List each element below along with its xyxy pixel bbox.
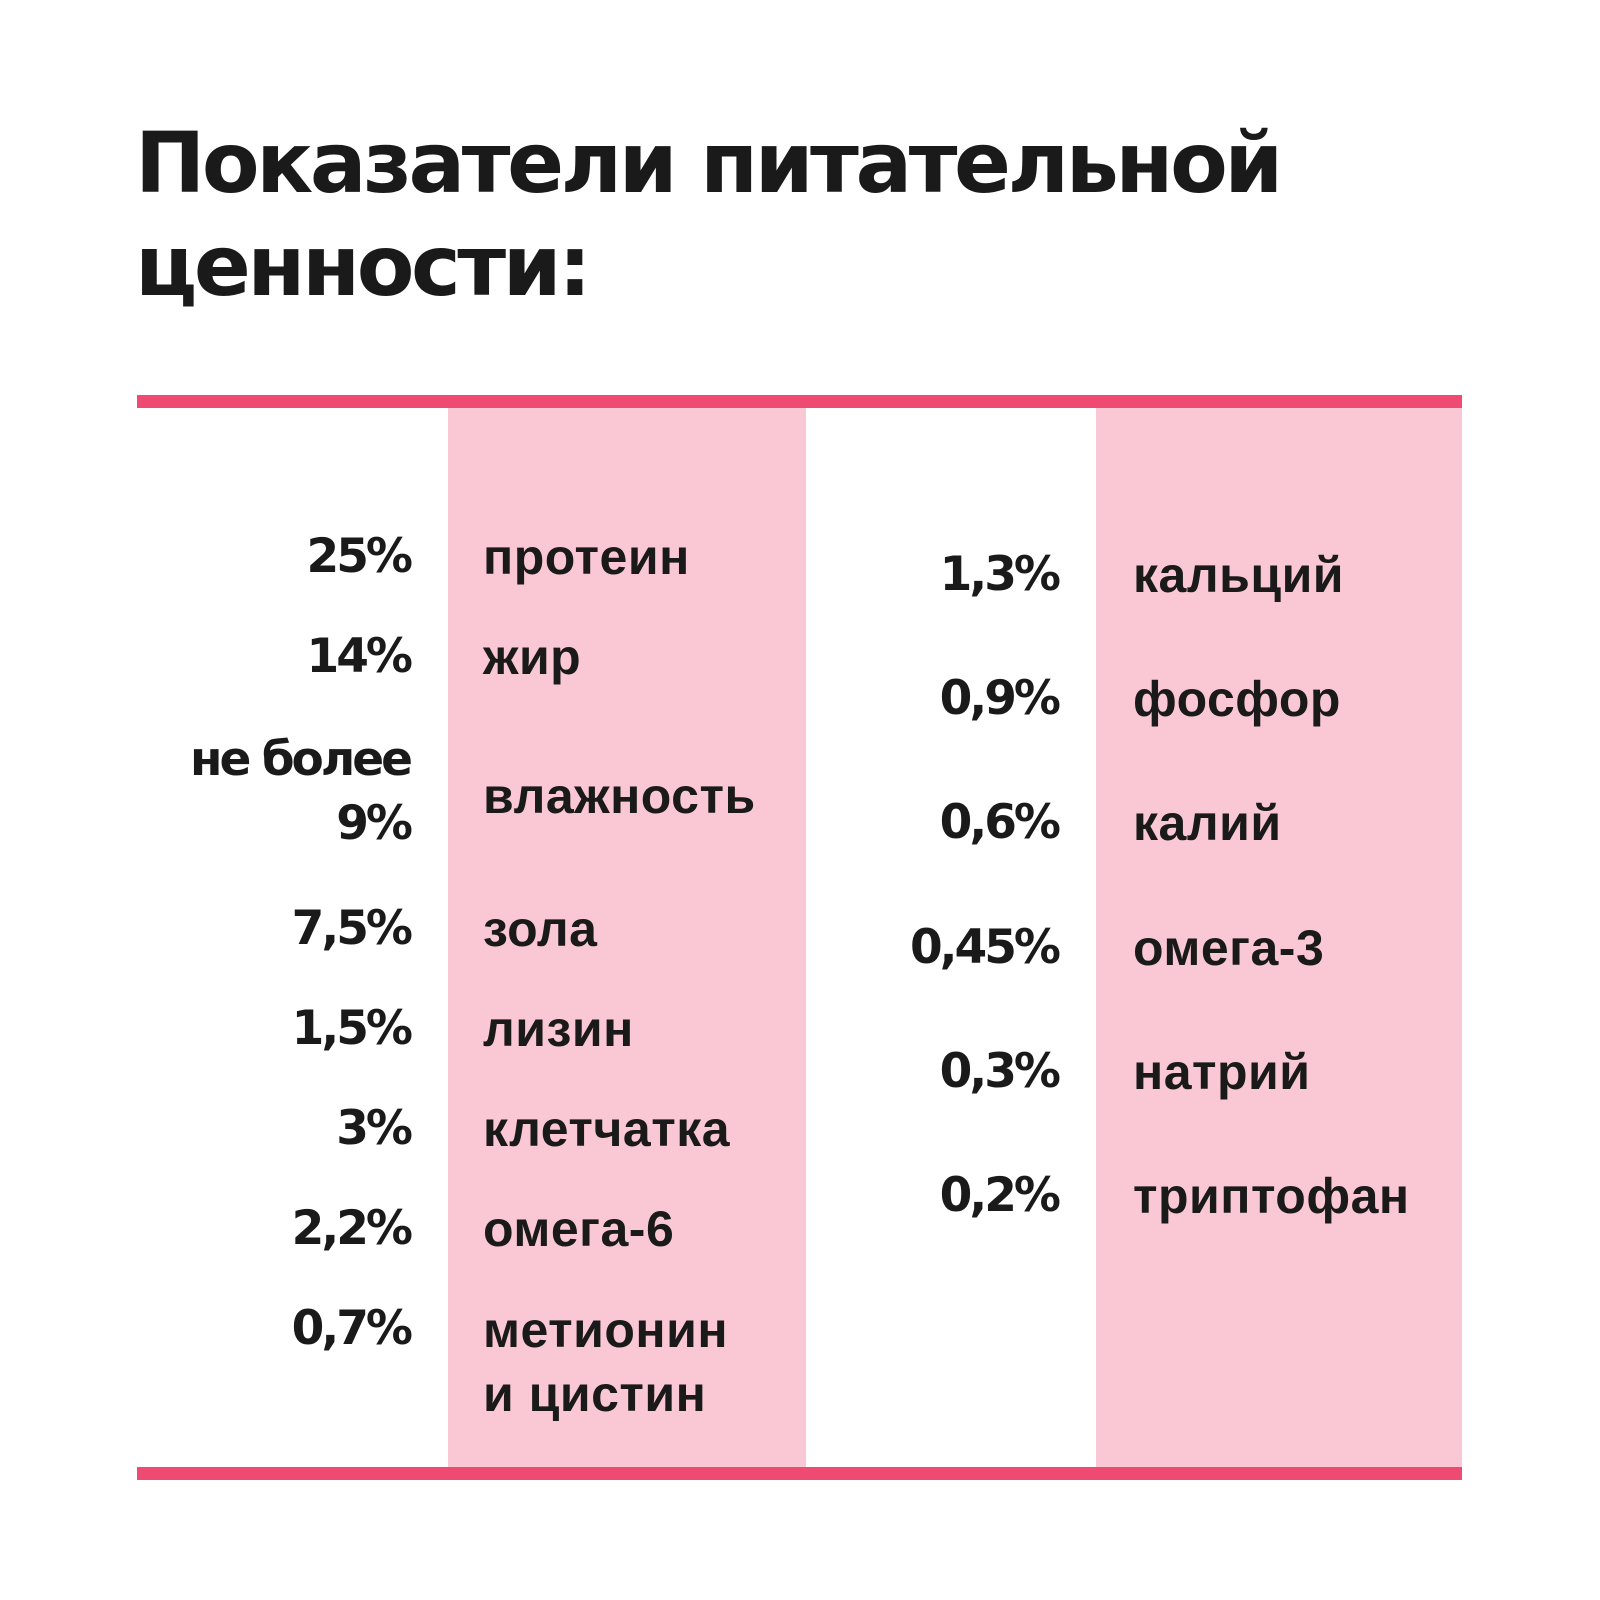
nutrient-name: клетчатка [483, 1101, 731, 1157]
nutrient-name: протеин [483, 529, 690, 585]
nutrient-value: 7,5% [291, 901, 413, 956]
nutrient-value: 2,2% [291, 1201, 413, 1256]
bottom-divider [137, 1467, 1462, 1480]
right-names-band [1096, 408, 1462, 1467]
nutrient-value: 0,3% [939, 1044, 1061, 1099]
nutrient-name: калий [1133, 795, 1282, 851]
nutrient-name: триптофан [1133, 1168, 1410, 1224]
left-names-band [448, 408, 806, 1467]
nutrient-value: 14% [306, 629, 413, 684]
nutrient-name: зола [483, 901, 598, 957]
nutrient-name: влажность [483, 768, 756, 824]
nutrient-value: 25% [306, 529, 413, 584]
nutrient-name: натрий [1133, 1044, 1311, 1100]
nutrient-name: кальций [1133, 547, 1345, 603]
right-values-column: 1,3% 0,9% 0,6% 0,45% 0,3% 0,2% [909, 547, 1061, 1223]
nutrient-name: жир [483, 629, 582, 685]
nutrient-name: фосфор [1133, 671, 1341, 727]
nutrient-value: 0,45% [909, 920, 1061, 975]
top-divider [137, 395, 1462, 408]
nutrient-name: лизин [483, 1001, 634, 1057]
nutrient-value: 0,2% [939, 1168, 1061, 1223]
page-title: Показатели питательной ценности: [135, 114, 1283, 315]
nutrient-value: 0,7% [291, 1301, 413, 1356]
nutrient-name: омега-3 [1133, 920, 1325, 976]
nutrient-value: не более 9% [190, 732, 413, 851]
nutrient-value: 0,6% [939, 795, 1061, 850]
nutrient-value: 1,5% [291, 1001, 413, 1056]
nutrient-name: метионин и цистин [483, 1302, 729, 1422]
left-values-column: 25% 14% не более 9% 7,5% 1,5% 3% 2,2% 0,… [0, 0, 413, 1600]
nutrient-value: 0,9% [939, 671, 1061, 726]
nutrient-value: 3% [336, 1101, 413, 1156]
nutrient-name: омега-6 [483, 1201, 675, 1257]
nutrient-value: 1,3% [939, 547, 1061, 602]
